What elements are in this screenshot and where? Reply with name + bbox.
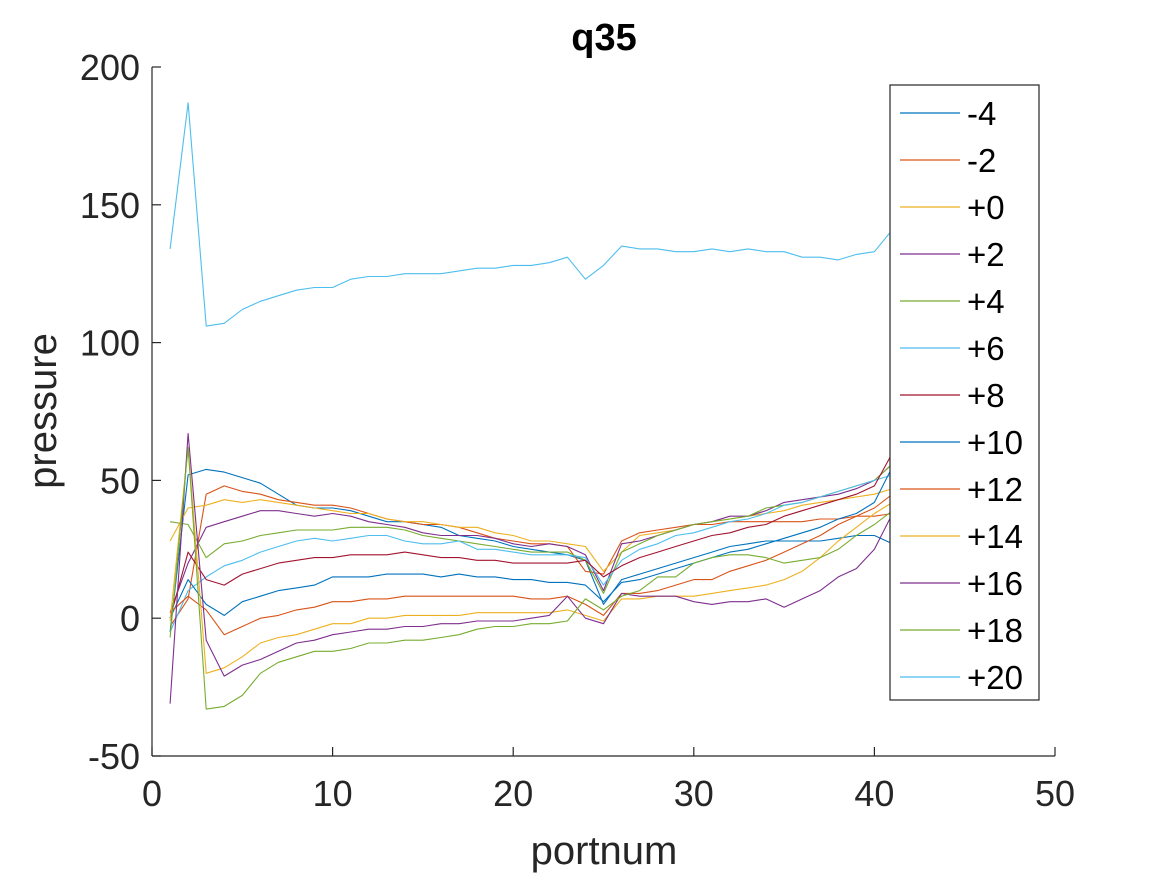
series-line-9 <box>169 446 893 674</box>
legend-entry: +12 <box>967 471 1023 508</box>
legend-entry: +20 <box>967 659 1023 696</box>
series-line-8 <box>169 493 893 636</box>
series-line-2 <box>169 488 893 572</box>
x-axis-ticks: 0 10 20 30 40 50 <box>142 747 1075 814</box>
x-tick-label: 50 <box>1035 773 1075 814</box>
series-line-4 <box>170 463 893 594</box>
legend: -4 -2 +0 +2 +4 +6 +8 +10 +12 +14 +16 +18 +20 <box>889 84 1040 701</box>
legend-entry: +8 <box>967 377 1005 414</box>
y-tick-label: 0 <box>120 598 140 639</box>
y-tick-label: 100 <box>80 323 140 364</box>
y-axis-ticks: -50 0 50 100 150 200 <box>80 47 161 777</box>
y-tick-label: 50 <box>100 460 140 501</box>
legend-entry: -2 <box>967 142 996 179</box>
series-line-5 <box>169 474 893 633</box>
legend-entry: +6 <box>967 330 1005 367</box>
y-tick-label: 200 <box>80 47 140 88</box>
legend-entry: +14 <box>967 518 1023 555</box>
y-tick-label: -50 <box>88 736 140 777</box>
axes-frame <box>151 67 1055 757</box>
chart-title: q35 <box>571 17 636 59</box>
legend-entry: +4 <box>967 283 1005 320</box>
series-line-12 <box>169 102 893 327</box>
legend-box <box>889 84 1040 701</box>
y-tick-label: 150 <box>80 185 140 226</box>
x-axis-label: portnum <box>531 829 678 873</box>
series-line-6 <box>169 452 893 619</box>
x-tick-label: 30 <box>674 773 714 814</box>
series-line-7 <box>169 466 893 619</box>
series-line-10 <box>169 432 893 704</box>
x-tick-label: 10 <box>313 773 353 814</box>
legend-entry: +16 <box>967 565 1023 602</box>
y-axis-label: pressure <box>21 333 65 489</box>
x-tick-label: 40 <box>854 773 894 814</box>
series-line-1 <box>169 485 893 627</box>
series-line-3 <box>169 463 893 613</box>
legend-entry: +10 <box>967 424 1023 461</box>
legend-entry: +2 <box>967 236 1005 273</box>
series-layer <box>169 102 893 710</box>
legend-entry: +18 <box>967 612 1023 649</box>
legend-entry: -4 <box>967 95 996 132</box>
x-tick-label: 0 <box>142 773 162 814</box>
x-tick-label: 20 <box>493 773 533 814</box>
series-line-11 <box>169 446 893 710</box>
legend-entry: +0 <box>967 189 1005 226</box>
